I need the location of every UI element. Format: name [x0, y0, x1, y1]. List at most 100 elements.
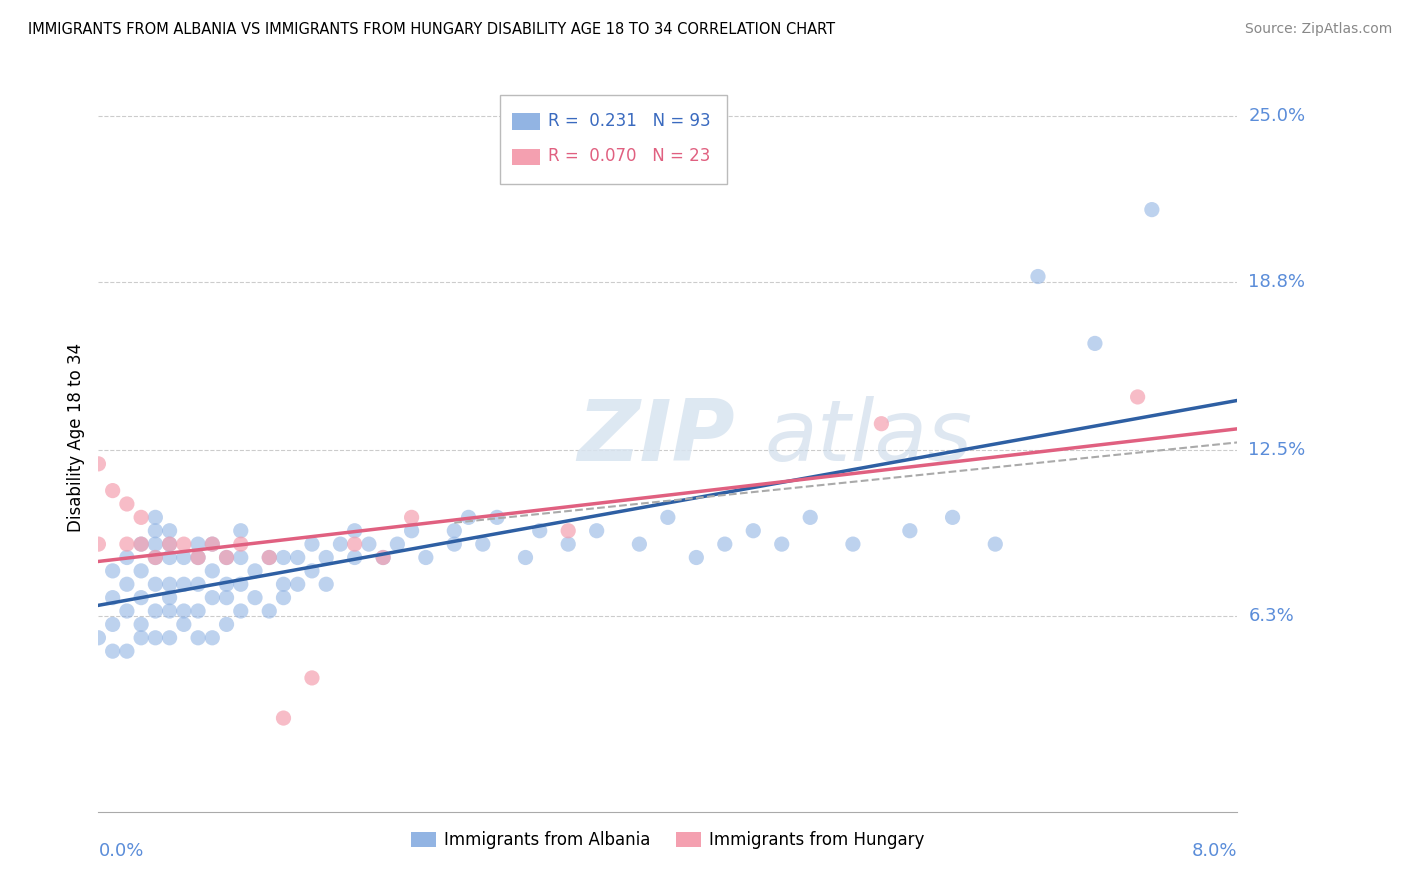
- Point: [273, 711, 295, 725]
- Point: [870, 417, 893, 431]
- Text: 12.5%: 12.5%: [1249, 442, 1306, 459]
- Point: [1140, 202, 1163, 217]
- Point: [628, 537, 651, 551]
- Point: [315, 577, 337, 591]
- Point: [215, 550, 238, 565]
- Text: 25.0%: 25.0%: [1249, 107, 1306, 125]
- Point: [401, 510, 423, 524]
- Point: [101, 644, 124, 658]
- Point: [215, 617, 238, 632]
- Point: [287, 577, 309, 591]
- Point: [486, 510, 509, 524]
- Point: [173, 577, 195, 591]
- Point: [1026, 269, 1049, 284]
- Point: [287, 550, 309, 565]
- Point: [115, 550, 138, 565]
- Point: [229, 550, 252, 565]
- Point: [129, 537, 152, 551]
- Point: [101, 483, 124, 498]
- Point: [301, 537, 323, 551]
- Point: [273, 591, 295, 605]
- Point: [145, 631, 167, 645]
- Point: [101, 617, 124, 632]
- Point: [145, 510, 167, 524]
- Point: [145, 550, 167, 565]
- Point: [129, 537, 152, 551]
- Point: [115, 537, 138, 551]
- Point: [201, 564, 224, 578]
- Point: [1126, 390, 1149, 404]
- Point: [145, 577, 167, 591]
- Point: [770, 537, 793, 551]
- Point: [529, 524, 551, 538]
- Point: [87, 537, 110, 551]
- Text: 18.8%: 18.8%: [1249, 273, 1305, 291]
- Point: [115, 497, 138, 511]
- Point: [471, 537, 494, 551]
- Point: [742, 524, 765, 538]
- Point: [657, 510, 679, 524]
- Text: ZIP: ZIP: [576, 395, 734, 479]
- Point: [201, 631, 224, 645]
- Point: [145, 524, 167, 538]
- Point: [371, 550, 394, 565]
- Point: [145, 604, 167, 618]
- Point: [984, 537, 1007, 551]
- Point: [443, 537, 465, 551]
- Point: [371, 550, 394, 565]
- Point: [343, 524, 366, 538]
- Point: [215, 577, 238, 591]
- Point: [301, 671, 323, 685]
- Point: [187, 577, 209, 591]
- Point: [187, 537, 209, 551]
- Point: [229, 537, 252, 551]
- Point: [87, 631, 110, 645]
- Point: [187, 550, 209, 565]
- Y-axis label: Disability Age 18 to 34: Disability Age 18 to 34: [66, 343, 84, 532]
- Point: [159, 537, 181, 551]
- Point: [273, 550, 295, 565]
- Point: [159, 591, 181, 605]
- Point: [457, 510, 479, 524]
- Point: [585, 524, 607, 538]
- Point: [229, 604, 252, 618]
- Point: [229, 577, 252, 591]
- Point: [129, 631, 152, 645]
- Point: [1084, 336, 1107, 351]
- Point: [557, 524, 579, 538]
- Point: [243, 564, 266, 578]
- Point: [187, 604, 209, 618]
- Point: [714, 537, 737, 551]
- Text: R =  0.070   N = 23: R = 0.070 N = 23: [548, 147, 710, 165]
- Point: [115, 644, 138, 658]
- Point: [129, 617, 152, 632]
- Point: [898, 524, 921, 538]
- Point: [159, 524, 181, 538]
- Point: [243, 591, 266, 605]
- Point: [145, 537, 167, 551]
- Point: [842, 537, 865, 551]
- FancyBboxPatch shape: [501, 95, 727, 184]
- Point: [173, 550, 195, 565]
- Bar: [512, 149, 540, 165]
- Point: [259, 604, 281, 618]
- Point: [101, 564, 124, 578]
- Point: [301, 564, 323, 578]
- Point: [259, 550, 281, 565]
- Point: [187, 550, 209, 565]
- Point: [159, 537, 181, 551]
- Point: [87, 457, 110, 471]
- Point: [515, 550, 537, 565]
- Point: [415, 550, 437, 565]
- Text: 0.0%: 0.0%: [98, 842, 143, 860]
- Point: [557, 537, 579, 551]
- Legend: Immigrants from Albania, Immigrants from Hungary: Immigrants from Albania, Immigrants from…: [405, 824, 931, 855]
- Text: 8.0%: 8.0%: [1192, 842, 1237, 860]
- Point: [329, 537, 352, 551]
- Point: [115, 577, 138, 591]
- Point: [443, 524, 465, 538]
- Point: [173, 617, 195, 632]
- Point: [187, 631, 209, 645]
- Point: [357, 537, 380, 551]
- Point: [145, 550, 167, 565]
